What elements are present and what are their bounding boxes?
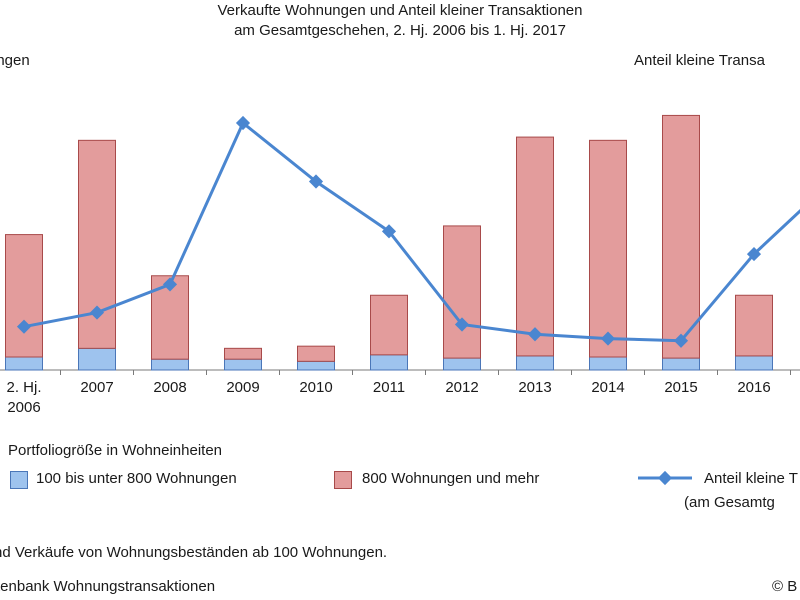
- bar-large-10: [735, 294, 773, 357]
- x-tick-label: 2013: [518, 379, 551, 396]
- line-point-0: [16, 319, 32, 334]
- bar-large-9: [662, 114, 700, 359]
- bar-large-0: [5, 234, 43, 358]
- bar-small-3: [224, 358, 262, 371]
- bar-large-6: [443, 225, 481, 359]
- bar-small-2: [151, 358, 189, 371]
- chart-plot: 2. Hj. 2006 2007 2008 2009 2010 2011 2012 2013 20…: [0, 114, 800, 416]
- legend-line-marker: [638, 470, 692, 486]
- legend-label-line-2: (am Gesamtg: [684, 494, 775, 511]
- legend-swatch-small: [10, 471, 28, 489]
- bar-small-4: [297, 360, 335, 371]
- bar-large-7: [516, 136, 554, 357]
- legend-title: Portfoliogröße in Wohneinheiten: [8, 442, 223, 459]
- line-point-2: [162, 277, 178, 292]
- bar-small-10: [735, 355, 773, 371]
- bar-small-0: [5, 356, 43, 371]
- bar-small-5: [370, 354, 408, 371]
- line-point-10: [746, 247, 762, 262]
- footnote-1: nd Verkäufe von Wohnungsbeständen ab 100…: [0, 544, 388, 561]
- x-tick-label: 2009: [226, 379, 259, 396]
- line-point-1: [89, 305, 105, 320]
- bar-small-7: [516, 355, 554, 371]
- x-tick-label: 2012: [445, 379, 478, 396]
- bar-group: [0, 114, 800, 375]
- bar-small-6: [443, 357, 481, 371]
- line-point-4: [308, 174, 324, 189]
- bar-large-5: [370, 294, 408, 356]
- line-group: [16, 115, 800, 348]
- chart-subtitle: am Gesamtgeschehen, 2. Hj. 2006 bis 1. H…: [234, 22, 566, 39]
- legend-label-line: Anteil kleine T: [704, 470, 798, 487]
- bar-large-4: [297, 345, 335, 362]
- x-tick-label: 2015: [664, 379, 697, 396]
- bar-small-8: [589, 356, 627, 371]
- line-point-6: [454, 317, 470, 332]
- line-point-7: [527, 327, 543, 342]
- right-axis-title: Anteil kleine Transa: [634, 52, 765, 69]
- bar-large-8: [589, 139, 627, 358]
- x-tick-label: 2. Hj.: [6, 379, 41, 396]
- bar-small-1: [78, 347, 116, 371]
- x-tick-label: 2016: [737, 379, 770, 396]
- x-tick-label: 2010: [299, 379, 332, 396]
- line-point-9: [673, 333, 689, 348]
- footnote-source: tenbank Wohnungstransaktionen: [0, 578, 216, 595]
- left-axis-title: ungen: [0, 52, 30, 69]
- line-point-8: [600, 331, 616, 346]
- bar-large-3: [224, 347, 262, 360]
- x-tick-label: 2011: [373, 379, 405, 396]
- bar-small-9: [662, 357, 700, 371]
- line-point-5: [381, 224, 397, 239]
- x-axis-labels: 2. Hj. 2006 2007 2008 2009 2010 2011 2012 2013 20…: [6, 379, 770, 416]
- legend-label-large: 800 Wohnungen und mehr: [362, 470, 540, 487]
- x-tick-label: 2014: [591, 379, 624, 396]
- line-series: [23, 120, 800, 343]
- copyright: © B: [772, 578, 798, 595]
- legend-label-small: 100 bis unter 800 Wohnungen: [36, 470, 237, 487]
- x-tick-label: 2008: [153, 379, 186, 396]
- legend-swatch-large: [334, 471, 352, 489]
- x-tick-label: 2007: [80, 379, 113, 396]
- x-tick-label: 2006: [7, 399, 40, 416]
- chart-title: Verkaufte Wohnungen und Anteil kleiner T…: [217, 2, 583, 19]
